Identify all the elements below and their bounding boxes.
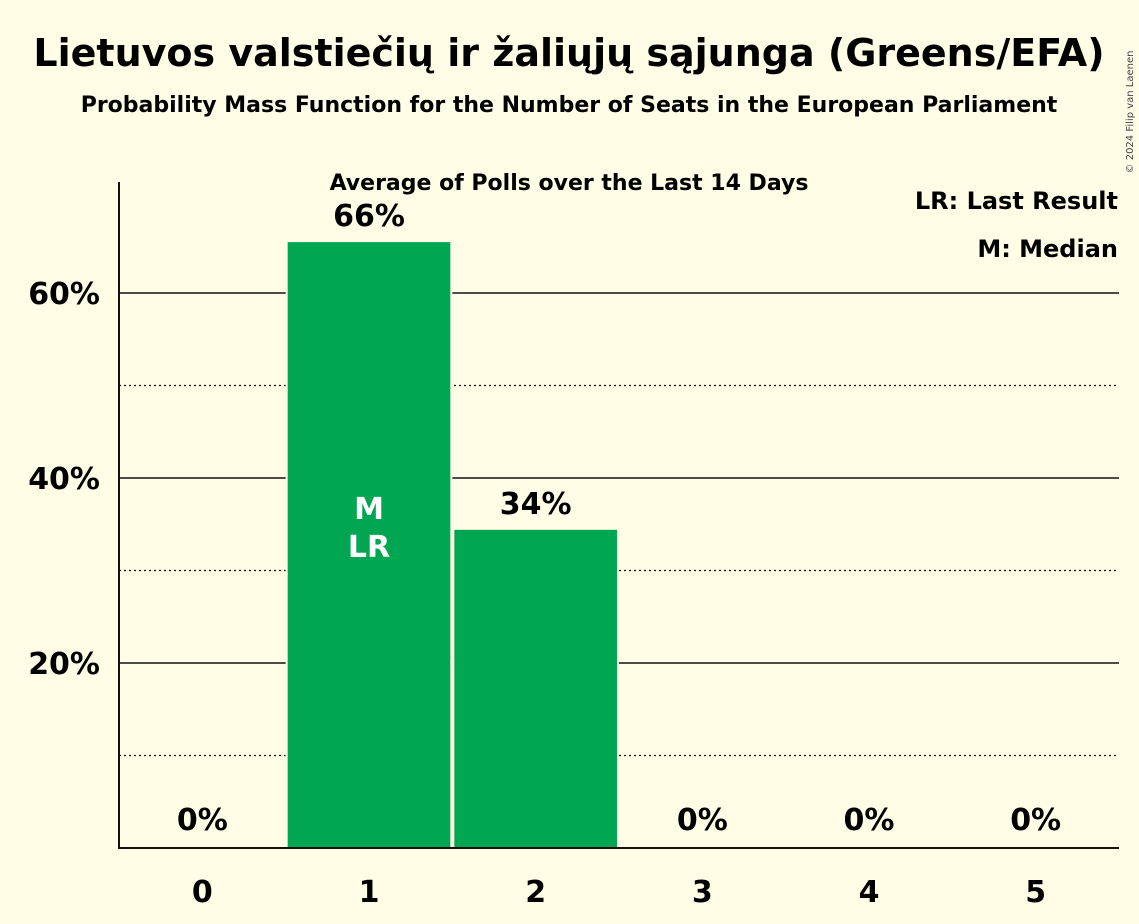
- x-tick-label: 3: [692, 875, 713, 910]
- x-tick-label: 0: [192, 875, 213, 910]
- x-tick-label: 5: [1025, 875, 1046, 910]
- x-tick-label: 1: [359, 875, 380, 910]
- bars: [285, 240, 619, 848]
- legend-median: M: Median: [977, 235, 1118, 263]
- data-label: 66%: [333, 199, 405, 234]
- data-label: 0%: [677, 803, 728, 838]
- data-label: 0%: [844, 803, 895, 838]
- data-label: 0%: [177, 803, 228, 838]
- y-tick-label: 40%: [28, 462, 100, 497]
- chart-subtitle: Probability Mass Function for the Number…: [81, 93, 1058, 118]
- data-label: 0%: [1010, 803, 1061, 838]
- y-tick-label: 20%: [28, 647, 100, 682]
- y-tick-label: 60%: [28, 277, 100, 312]
- copyright: © 2024 Filip van Laenen: [1125, 51, 1136, 174]
- data-label: 34%: [500, 487, 572, 522]
- bar-annotation: M: [354, 492, 384, 527]
- x-tick-label: 4: [859, 875, 880, 910]
- x-tick-label: 2: [525, 875, 546, 910]
- bar: [454, 529, 617, 848]
- legend-last-result: LR: Last Result: [915, 187, 1118, 215]
- bar: [287, 242, 451, 848]
- chart-title: Lietuvos valstiečių ir žaliųjų sąjunga (…: [33, 31, 1104, 75]
- chart-subtitle-2: Average of Polls over the Last 14 Days: [330, 171, 809, 196]
- bar-annotation: LR: [348, 530, 390, 565]
